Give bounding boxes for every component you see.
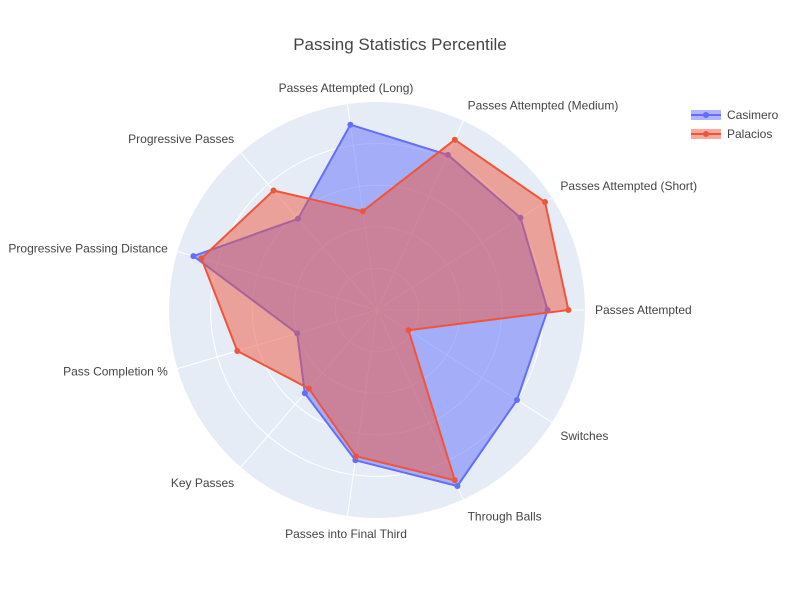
data-point <box>305 385 312 392</box>
data-point <box>234 348 241 354</box>
axis-label: Progressive Passing Distance <box>8 242 168 256</box>
data-point <box>359 208 366 215</box>
data-point <box>198 255 205 262</box>
data-point <box>542 199 548 205</box>
legend-item-casimero[interactable]: Casimero <box>691 108 779 122</box>
axis-label: Pass Completion % <box>63 364 168 378</box>
axis-labels: Passes Attempted Passes Attempted (Short)… <box>8 81 697 541</box>
axis-label: Through Balls <box>468 509 542 523</box>
axis-label: Key Passes <box>171 476 234 490</box>
data-point <box>301 390 308 397</box>
axis-label: Passes Attempted (Medium) <box>468 99 619 113</box>
data-point <box>451 477 458 484</box>
series-area-palacios <box>200 138 570 482</box>
data-point <box>454 483 461 489</box>
data-point <box>514 397 520 403</box>
legend-label: Palacios <box>727 127 772 141</box>
axis-label: Passes Attempted (Long) <box>279 81 414 95</box>
data-point <box>190 253 197 260</box>
axis-label: Switches <box>560 429 608 443</box>
chart-title: Passing Statistics Percentile <box>293 35 507 54</box>
data-point <box>451 136 458 143</box>
axis-label: Passes Attempted (Short) <box>560 179 697 193</box>
data-point <box>565 307 572 313</box>
legend-item-palacios[interactable]: Palacios <box>691 127 772 141</box>
data-point <box>353 453 359 460</box>
legend[interactable]: Casimero Palacios <box>691 108 779 141</box>
series-palacios <box>198 136 572 484</box>
axis-label: Progressive Passes <box>128 132 234 146</box>
series-layer <box>190 121 572 489</box>
legend-label: Casimero <box>727 108 779 122</box>
axis-label: Passes Attempted <box>595 303 692 317</box>
data-point <box>347 121 354 128</box>
legend-marker <box>703 131 709 137</box>
data-point <box>270 187 277 194</box>
axis-label: Passes into Final Third <box>285 527 407 541</box>
legend-marker <box>703 112 709 118</box>
data-point <box>405 327 412 334</box>
